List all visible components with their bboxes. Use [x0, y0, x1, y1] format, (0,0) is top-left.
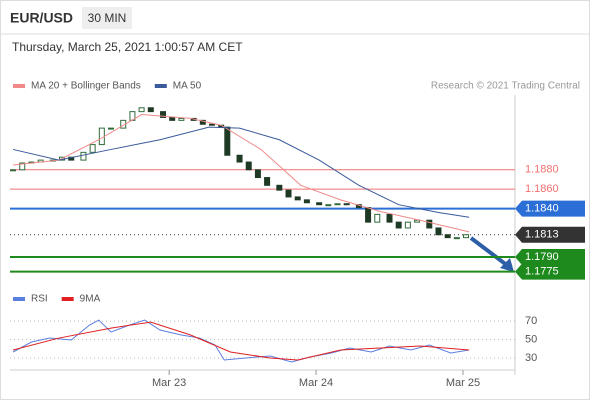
level-box	[515, 263, 585, 280]
candle	[365, 207, 372, 223]
candle	[453, 237, 460, 240]
candle	[19, 162, 26, 171]
level-box	[515, 226, 585, 243]
credit: Research © 2021 Trading Central	[431, 81, 580, 92]
forecast-arrow	[469, 236, 510, 268]
candle	[147, 107, 154, 113]
series-line	[12, 319, 470, 363]
candle	[199, 119, 206, 125]
candle	[254, 169, 261, 179]
legend-swatch	[13, 297, 25, 301]
interval-box	[82, 7, 132, 29]
candle	[178, 117, 185, 121]
timestamp: Thursday, March 25, 2021 1:00:57 AM CET	[12, 40, 243, 54]
x-tick-label: Mar 23	[152, 377, 186, 389]
legend-label: MA 50	[173, 81, 202, 92]
candle	[334, 203, 341, 206]
candle	[414, 219, 421, 223]
candle	[224, 126, 231, 156]
level-label: 1.1860	[525, 183, 559, 195]
candle	[209, 123, 215, 126]
level-label: 1.1840	[525, 202, 559, 214]
candle	[285, 189, 292, 198]
level-label: 1.1880	[525, 164, 559, 176]
candle	[160, 111, 167, 118]
candle	[435, 227, 442, 236]
series-line	[13, 114, 470, 233]
forecast-arrowhead	[500, 258, 514, 272]
y-tick-label: 70	[525, 315, 537, 327]
symbol: EUR/USD	[10, 10, 73, 26]
candle	[426, 219, 433, 229]
candle	[386, 213, 393, 223]
candle	[303, 199, 310, 204]
candle	[89, 144, 96, 153]
candle	[374, 213, 381, 223]
candle	[245, 161, 252, 171]
candle	[343, 203, 350, 206]
candle	[444, 234, 451, 239]
candle	[463, 234, 470, 239]
candle	[236, 154, 243, 163]
legend-swatch	[61, 297, 74, 301]
level-label: 1.1790	[525, 251, 559, 263]
series-line	[12, 126, 470, 218]
interval: 30 MIN	[88, 11, 127, 25]
series-line	[12, 321, 470, 361]
legend-swatch	[154, 84, 167, 88]
x-tick-label: Mar 24	[299, 377, 333, 389]
candle	[325, 204, 332, 207]
candle	[395, 221, 402, 229]
candle	[404, 221, 411, 229]
level-box	[515, 249, 585, 266]
candle	[264, 177, 271, 186]
legend-label: 9MA	[80, 294, 101, 305]
y-tick-label: 30	[525, 352, 537, 364]
level-box	[515, 200, 585, 217]
legend-swatch	[13, 84, 25, 88]
candle	[276, 184, 283, 191]
level-label: 1.1775	[525, 265, 559, 277]
candle	[108, 127, 114, 130]
candle	[316, 202, 323, 206]
y-tick-label: 50	[525, 333, 537, 345]
candle	[138, 107, 145, 113]
legend-label: MA 20 + Bollinger Bands	[31, 81, 141, 92]
level-label: 1.1813	[525, 229, 559, 241]
legend-label: RSI	[31, 294, 48, 305]
candle	[10, 169, 17, 172]
x-tick-label: Mar 25	[446, 377, 480, 389]
candle	[80, 151, 87, 161]
candle	[169, 116, 176, 121]
candle	[294, 196, 301, 201]
